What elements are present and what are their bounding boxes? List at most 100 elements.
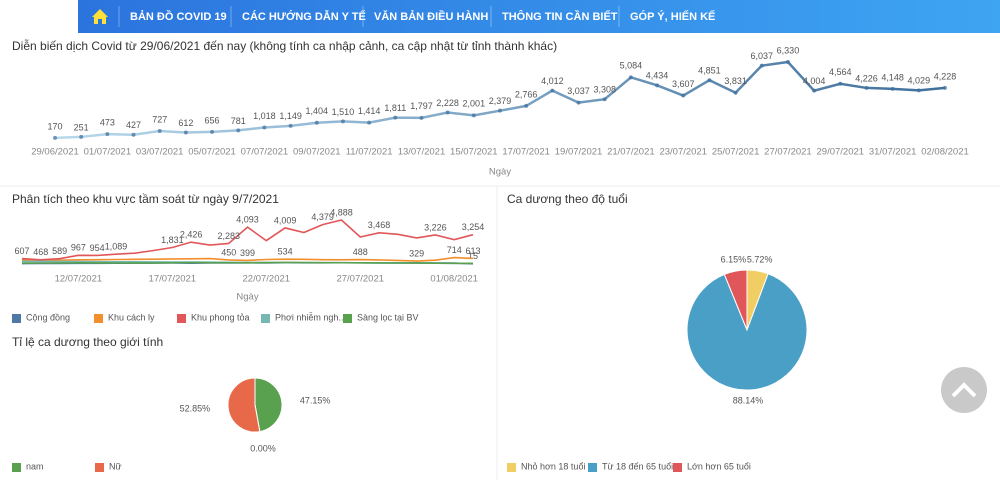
point	[550, 88, 555, 93]
legend-swatch	[588, 463, 597, 472]
data-label: 1,404	[305, 106, 328, 116]
data-label: 1,831	[161, 235, 184, 245]
point	[157, 129, 162, 134]
point	[53, 135, 57, 140]
legend-swatch	[94, 314, 103, 323]
point	[759, 63, 764, 68]
point	[183, 130, 188, 135]
legend-swatch	[673, 463, 682, 472]
chart-title: Phân tích theo khu vực tầm soát từ ngày …	[12, 192, 279, 206]
data-label: 4,226	[855, 73, 878, 83]
x-tick-label: 07/07/2021	[241, 147, 289, 158]
home-button[interactable]	[92, 9, 108, 24]
x-axis-title: Ngày	[489, 167, 511, 178]
point	[576, 100, 581, 105]
x-tick-label: 23/07/2021	[659, 147, 707, 158]
x-tick-label: 19/07/2021	[555, 147, 603, 158]
data-label: 4,012	[541, 76, 564, 86]
nav-item[interactable]: VĂN BẢN ĐIỀU HÀNH	[374, 10, 488, 23]
x-axis-title: Ngày	[236, 292, 258, 303]
scroll-top-button[interactable]	[941, 367, 987, 413]
data-label: 4,851	[698, 66, 721, 76]
nav-item[interactable]: THÔNG TIN CẦN BIẾT	[502, 10, 618, 23]
chart-title: Diễn biến dịch Covid từ 29/06/2021 đến n…	[12, 38, 557, 53]
data-label: 399	[240, 248, 255, 258]
data-label: 954	[90, 243, 105, 253]
data-label: 5.72%	[747, 255, 773, 265]
data-label: 170	[47, 121, 62, 131]
data-label: 589	[52, 246, 67, 256]
data-label: 656	[205, 115, 220, 125]
point	[262, 125, 267, 130]
data-label: 613	[465, 246, 480, 256]
point	[655, 83, 660, 88]
data-label: 468	[33, 247, 48, 257]
data-label: 3,037	[567, 86, 590, 96]
point	[524, 103, 529, 108]
point	[812, 88, 817, 93]
point	[471, 113, 476, 118]
nav-item[interactable]: GÓP Ý, HIẾN KẾ	[630, 10, 715, 23]
point	[864, 85, 869, 90]
legend-label: Sàng lọc tại BV	[357, 312, 419, 322]
nav-item[interactable]: BẢN ĐỒ COVID 19	[130, 10, 227, 23]
legend-swatch	[261, 314, 270, 323]
point	[890, 86, 895, 91]
x-tick-label: 03/07/2021	[136, 147, 184, 158]
legend-swatch	[12, 463, 21, 472]
data-label: 473	[100, 118, 115, 128]
legend-swatch	[95, 463, 104, 472]
data-label: 4,148	[881, 72, 904, 82]
data-label: 4,228	[934, 71, 957, 81]
x-tick-label: 27/07/2021	[764, 147, 812, 158]
point	[602, 97, 607, 102]
data-label: 450	[221, 247, 236, 257]
point	[340, 119, 345, 124]
data-label: 4,093	[236, 215, 259, 225]
data-label: 612	[178, 118, 193, 128]
series-line	[21, 219, 474, 261]
legend-label: Khu phong tỏa	[191, 312, 250, 322]
x-tick-label: 15/07/2021	[450, 147, 498, 158]
point	[785, 60, 790, 64]
x-tick-label: 12/07/2021	[55, 274, 103, 285]
nav-bar	[78, 0, 1000, 33]
x-tick-label: 29/06/2021	[31, 147, 79, 158]
data-label: 1,797	[410, 101, 433, 111]
point	[236, 128, 241, 133]
point	[210, 129, 215, 134]
x-tick-label: 27/07/2021	[336, 274, 384, 285]
nav-item[interactable]: CÁC HƯỚNG DẪN Y TẾ	[242, 10, 366, 23]
chart-title: Tỉ lệ ca dương theo giới tính	[12, 335, 163, 349]
pie-slice	[723, 269, 748, 331]
data-label: 6,037	[750, 51, 773, 61]
point	[288, 123, 293, 128]
data-label: 4,564	[829, 67, 852, 77]
data-label: 4,379	[311, 212, 334, 222]
x-tick-label: 05/07/2021	[188, 147, 236, 158]
legend-swatch	[343, 314, 352, 323]
data-label: 427	[126, 120, 141, 130]
point	[943, 85, 947, 90]
data-label: 1,089	[105, 242, 128, 252]
point	[707, 78, 712, 83]
x-tick-label: 17/07/2021	[502, 147, 550, 158]
data-label: 4,888	[330, 207, 353, 217]
data-label: 1,811	[384, 103, 406, 113]
x-tick-label: 21/07/2021	[607, 147, 655, 158]
legend-swatch	[12, 314, 21, 323]
data-label: 3,607	[672, 79, 695, 89]
data-label: 52.85%	[180, 403, 211, 413]
data-label: 0.00%	[250, 444, 276, 454]
point	[628, 75, 633, 80]
legend-label: nam	[26, 461, 44, 471]
legend-swatch	[177, 314, 186, 323]
legend-label: Cộng đồng	[26, 312, 70, 322]
data-label: 2,766	[515, 89, 538, 99]
data-label: 534	[278, 247, 293, 257]
point	[419, 115, 424, 120]
legend-label: Phơi nhiễm ngh...	[275, 312, 346, 322]
pie-slice	[227, 377, 261, 433]
